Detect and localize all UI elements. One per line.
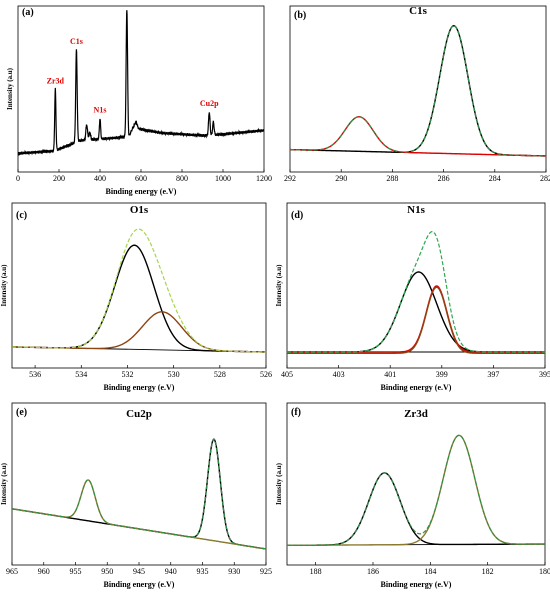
panel-b: (b) C1s 292 290 288 286 284 282 — [284, 5, 550, 183]
panel-label-c: (c) — [16, 210, 27, 221]
x-tick-label-c: 536 — [29, 370, 41, 379]
x-tick-label-c: 528 — [214, 370, 226, 379]
plot-frame-c — [11, 202, 267, 369]
x-tick-label-b: 288 — [386, 174, 398, 183]
x-tick-label-e: 925 — [260, 567, 272, 576]
x-tick-label-f: 184 — [424, 567, 436, 576]
x-tick-label-d: 397 — [487, 370, 499, 379]
x-tick-label-e: 935 — [197, 567, 209, 576]
series-line-d-2 — [287, 286, 545, 354]
series-line-f-2 — [287, 434, 545, 546]
plot-area-f — [287, 434, 545, 546]
panel-title-d: N1s — [407, 204, 425, 216]
panel-d: (d) N1s 405 403 401 399 397 395 Binding energy (… — [275, 202, 550, 392]
plot-area-c — [12, 228, 266, 353]
plot-frame-e — [11, 402, 267, 566]
series-line-d-3 — [287, 230, 545, 353]
panel-title-b: C1s — [409, 5, 427, 17]
x-tick-label-e: 955 — [70, 567, 82, 576]
x-tick-label-d: 401 — [384, 370, 396, 379]
series-line-d-0 — [287, 271, 545, 353]
x-tick-label-e: 960 — [38, 567, 50, 576]
x-tick-label-d: 405 — [281, 370, 293, 379]
x-tick-label-d: 395 — [539, 370, 550, 379]
peak-annotation: N1s — [94, 106, 107, 115]
x-tick-label-a: 0 — [16, 174, 20, 183]
x-tick-label-e: 965 — [6, 567, 18, 576]
x-tick-label-a: 1000 — [215, 174, 231, 183]
peak-annotation: Cu2p — [200, 99, 219, 108]
plot-frame-b — [289, 5, 547, 173]
plot-area-d — [287, 230, 545, 354]
x-tick-label-b: 290 — [335, 174, 347, 183]
plot-area-a: Zr3d C1s N1s O1s Cu2p — [18, 0, 264, 157]
peak-annotation: C1s — [70, 37, 83, 46]
panel-e: (e) Cu2p 965 960 955 950 945 940 935 930 925 Bindin… — [0, 402, 272, 589]
x-tick-label-f: 188 — [310, 567, 322, 576]
x-axis-label-d: Binding energy (e.V) — [381, 383, 452, 392]
panel-title-c: O1s — [130, 204, 149, 216]
panel-label-d: (d) — [291, 210, 303, 221]
panel-c: (c) O1s 536 534 532 530 528 526 Binding energy (… — [0, 202, 272, 392]
x-tick-label-f: 186 — [367, 567, 379, 576]
x-axis-label-c: Binding energy (e.V) — [104, 383, 175, 392]
x-tick-label-b: 282 — [540, 174, 550, 183]
x-tick-label-b: 292 — [284, 174, 296, 183]
x-tick-label-c: 534 — [75, 370, 87, 379]
series-line-b-2 — [290, 25, 546, 157]
plot-frame-d — [286, 202, 546, 369]
panel-title-f: Zr3d — [404, 408, 428, 420]
series-line-c-1 — [12, 311, 266, 353]
x-tick-label-e: 930 — [228, 567, 240, 576]
plot-area-e — [12, 438, 266, 550]
x-tick-label-e: 940 — [165, 567, 177, 576]
series-line-c-0 — [12, 244, 266, 353]
panel-label-e: (e) — [16, 407, 27, 418]
y-axis-label-e: Intensity (a.u) — [0, 462, 8, 505]
x-tick-label-b: 286 — [438, 174, 450, 183]
x-tick-label-e: 945 — [133, 567, 145, 576]
x-tick-label-a: 600 — [135, 174, 147, 183]
y-axis-label-d: Intensity (a.u) — [275, 264, 283, 307]
x-axis-label-f: Binding energy (e.V) — [381, 580, 452, 589]
plot-area-b — [290, 24, 546, 157]
x-tick-label-f: 182 — [482, 567, 494, 576]
x-tick-label-a: 200 — [53, 174, 65, 183]
panel-f: (f) Zr3d 188 186 184 182 180 Binding energy (e.… — [275, 402, 550, 589]
peak-annotation: O1s — [120, 0, 133, 5]
x-tick-label-d: 399 — [436, 370, 448, 379]
peak-annotation: Zr3d — [47, 76, 65, 85]
plot-frame-f — [286, 402, 546, 566]
x-axis-label-e: Binding energy (e.V) — [104, 580, 175, 589]
x-tick-label-a: 1200 — [256, 174, 272, 183]
x-tick-label-c: 530 — [168, 370, 180, 379]
x-tick-label-e: 950 — [101, 567, 113, 576]
panel-title-e: Cu2p — [126, 408, 152, 420]
series-line-f-0 — [287, 472, 545, 546]
x-axis-label-a: Binding energy (e.V) — [106, 187, 177, 196]
x-tick-label-d: 403 — [333, 370, 345, 379]
panel-label-a: (a) — [22, 7, 34, 18]
x-tick-label-c: 532 — [121, 370, 133, 379]
series-line-c-2 — [12, 228, 266, 353]
y-axis-label-c: Intensity (a.u) — [0, 264, 8, 307]
x-tick-label-c: 526 — [260, 370, 272, 379]
panel-label-b: (b) — [294, 10, 306, 21]
y-axis-label-a: Intensity (a.u) — [6, 67, 14, 110]
series-line-d-1 — [287, 285, 545, 353]
panel-label-f: (f) — [291, 407, 301, 418]
series-line-e-2 — [12, 438, 266, 550]
y-axis-label-f: Intensity (a.u) — [275, 462, 283, 505]
series-line-f-1 — [287, 434, 545, 546]
x-tick-label-a: 400 — [94, 174, 106, 183]
x-tick-label-b: 284 — [489, 174, 501, 183]
survey-spectrum-line — [18, 10, 264, 157]
series-line-b-0 — [290, 24, 546, 157]
panel-a: (a) 0 200 400 600 800 1000 1200 Binding energy (… — [6, 0, 272, 196]
x-tick-label-a: 800 — [176, 174, 188, 183]
x-tick-label-f: 180 — [539, 567, 550, 576]
